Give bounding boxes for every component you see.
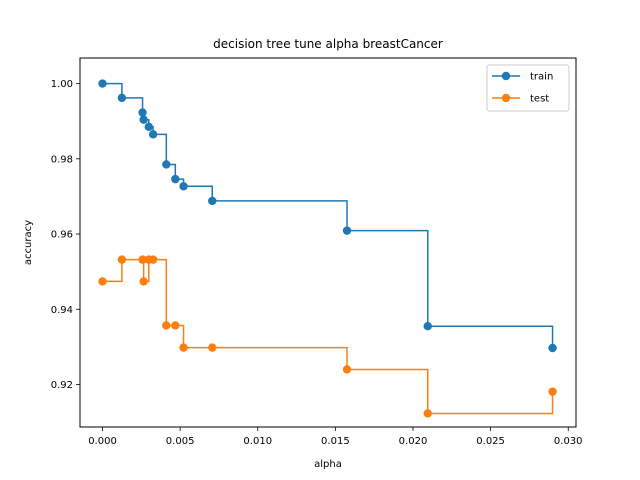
y-tick-label: 1.00 [51,79,73,90]
data-point-train-4 [144,122,153,132]
data-point-test-1 [117,255,127,264]
x-tick-label: 0.005 [166,436,195,447]
chart-title: decision tree tune alpha breastCancer [213,37,443,51]
y-axis-label: accuracy [23,220,34,265]
x-axis-label: alpha [314,459,342,470]
data-point-test-0 [98,277,107,286]
data-point-test-10 [342,365,352,374]
data-point-train-10 [342,226,352,235]
data-point-test-2 [138,255,147,264]
data-point-test-6 [162,321,171,330]
data-point-train-11 [423,321,432,331]
series-layer [98,79,557,418]
data-point-test-8 [179,343,188,352]
plot-frame [79,57,577,428]
data-point-train-6 [162,160,171,169]
data-point-test-7 [171,321,180,330]
x-tick-label: 0.010 [243,436,272,447]
data-point-train-9 [208,196,217,206]
y-tick-label: 0.98 [51,154,73,165]
legend-label-train: train [530,72,553,83]
data-point-test-5 [148,255,158,264]
data-point-train-7 [171,174,180,184]
data-point-train-5 [148,130,158,139]
data-point-test-9 [208,343,217,352]
x-tick-label: 0.000 [88,436,117,447]
legend-marker-train [501,71,511,81]
data-point-train-8 [179,182,188,191]
legend-box [486,64,570,112]
data-point-train-2 [138,108,147,117]
y-tick-label: 0.92 [51,380,73,391]
y-tick-label: 0.96 [51,230,73,241]
ticks-layer: 0.000 0.005 0.010 0.015 0.020 0.025 0.030 0.92 0… [51,79,583,447]
data-point-train-3 [139,115,148,124]
x-tick-label: 0.020 [399,436,428,447]
x-tick-label: 0.030 [554,436,583,447]
data-point-train-12 [548,343,557,353]
y-tick-label: 0.94 [51,305,73,316]
data-point-test-12 [548,387,557,396]
x-tick-label: 0.025 [476,436,505,447]
data-point-train-1 [117,93,127,103]
data-point-train-0 [98,79,107,88]
legend-marker-test [501,93,511,103]
data-point-test-3 [139,277,148,286]
x-tick-label: 0.015 [321,436,350,447]
legend: train test [486,64,570,112]
legend-label-test: test [530,94,549,105]
data-point-test-11 [423,409,432,418]
